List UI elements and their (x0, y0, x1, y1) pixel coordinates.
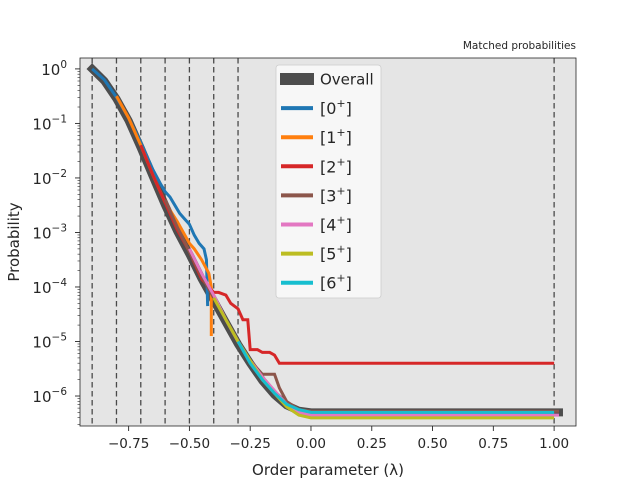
legend: Overall [0+] [1+] [2+] [3+] [4+] [5+] [6+] (275, 64, 382, 299)
legend-swatch-0 (280, 73, 314, 85)
y-tick-label-6: 10−6 (32, 386, 67, 406)
y-axis-label: Probability (5, 202, 23, 281)
y-tick-label-0: 100 (41, 59, 67, 79)
legend-label-6: [5+] (320, 243, 352, 264)
chart-title: Matched probabilities (463, 40, 576, 52)
y-tick-label-3: 10−3 (32, 222, 67, 242)
series-line-7 (236, 340, 555, 414)
legend-label-7: [6+] (320, 272, 352, 293)
x-tick-label-6: 0.75 (478, 436, 508, 452)
legend-label-2: [1+] (320, 126, 352, 147)
x-tick-label-3: 0.00 (296, 436, 326, 452)
y-tick-label-5: 10−5 (32, 331, 67, 351)
legend-label-3: [2+] (320, 155, 352, 176)
x-tick-label-0: −0.75 (108, 436, 149, 452)
legend-label-1: [0+] (320, 97, 352, 118)
legend-box (275, 64, 382, 299)
x-axis-label: Order parameter (λ) (252, 461, 404, 479)
x-tick-label-1: −0.50 (169, 436, 210, 452)
legend-label-4: [3+] (320, 184, 352, 205)
x-tick-label-5: 0.50 (418, 436, 448, 452)
y-tick-label-4: 10−4 (32, 277, 67, 297)
legend-label-0: Overall (320, 71, 374, 89)
y-tick-label-2: 10−2 (32, 168, 67, 188)
y-tick-label-1: 10−1 (32, 113, 67, 133)
x-tick-label-7: 1.00 (539, 436, 569, 452)
legend-label-5: [4+] (320, 214, 352, 235)
plot-frame (79, 57, 577, 427)
x-tick-label-4: 0.25 (357, 436, 387, 452)
x-tick-label-2: −0.25 (230, 436, 271, 452)
series-line-2 (115, 95, 213, 337)
